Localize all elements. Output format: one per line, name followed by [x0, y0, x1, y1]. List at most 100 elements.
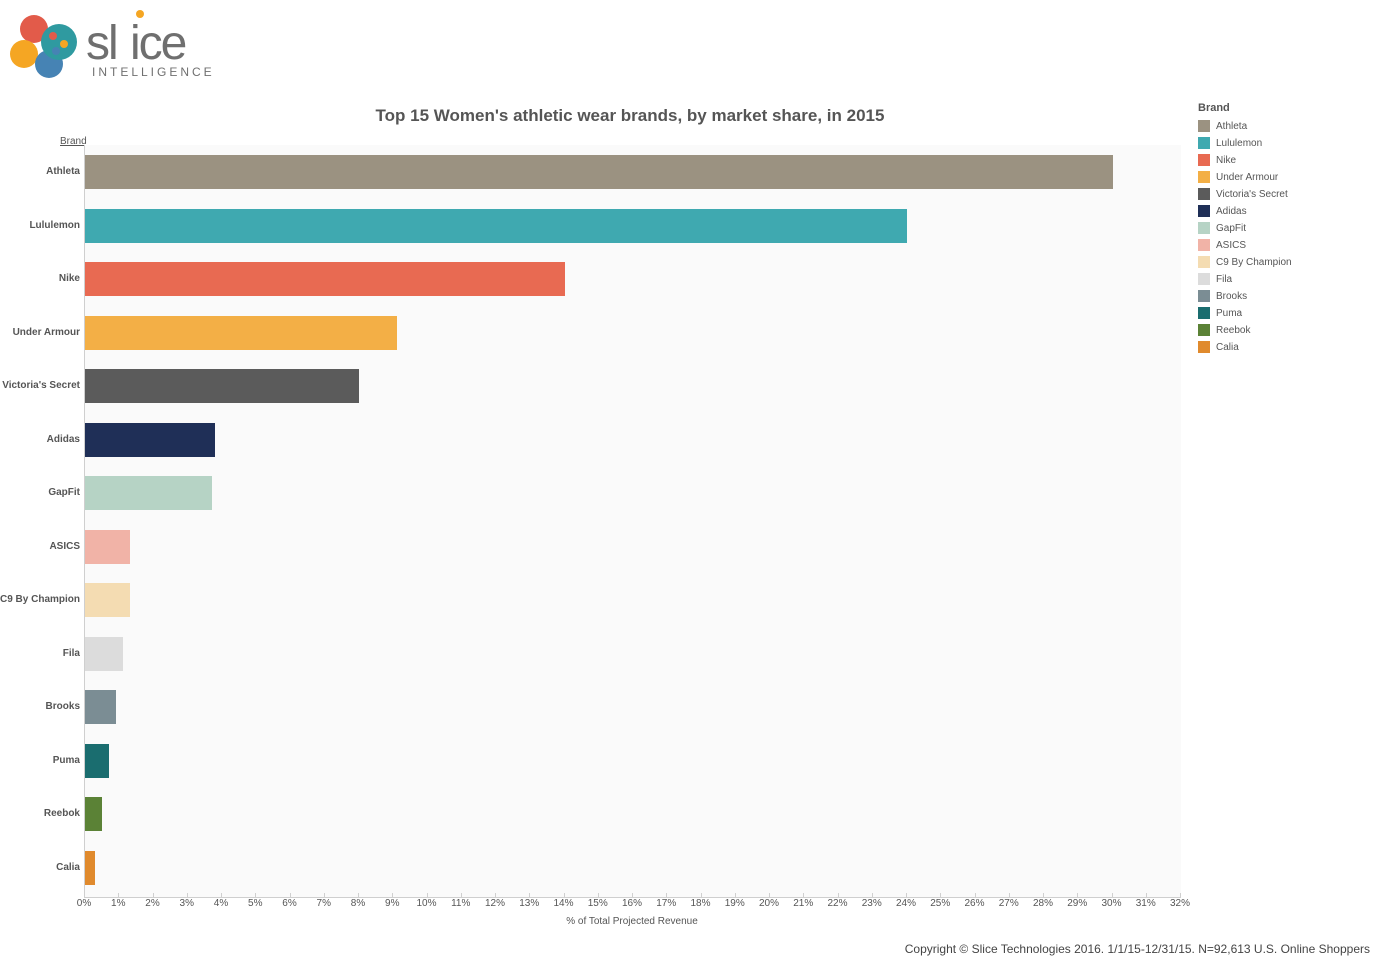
y-tick-label: Athleta	[0, 166, 84, 178]
x-tick-mark	[187, 893, 188, 898]
legend-item: GapFit	[1198, 220, 1368, 236]
x-tick-mark	[803, 893, 804, 898]
x-tick-label: 31%	[1136, 898, 1156, 909]
legend-item: Fila	[1198, 271, 1368, 287]
legend-swatch	[1198, 256, 1210, 268]
x-tick-mark	[392, 893, 393, 898]
x-tick-label: 26%	[964, 898, 984, 909]
svg-text:ice: ice	[130, 17, 186, 70]
x-tick-label: 1%	[111, 898, 125, 909]
x-tick-mark	[735, 893, 736, 898]
x-tick-label: 12%	[485, 898, 505, 909]
legend-item: Nike	[1198, 152, 1368, 168]
legend-label: ASICS	[1216, 240, 1246, 251]
x-tick-label: 5%	[248, 898, 262, 909]
legend-item: Calia	[1198, 339, 1368, 355]
legend-swatch	[1198, 324, 1210, 336]
bar	[85, 690, 116, 724]
legend-item: Brooks	[1198, 288, 1368, 304]
y-tick-label: Lululemon	[0, 220, 84, 232]
legend-label: C9 By Champion	[1216, 257, 1292, 268]
x-tick-mark	[427, 893, 428, 898]
legend-label: Lululemon	[1216, 138, 1262, 149]
legend-label: Reebok	[1216, 325, 1250, 336]
x-tick-label: 9%	[385, 898, 399, 909]
legend-swatch	[1198, 137, 1210, 149]
legend-label: Victoria's Secret	[1216, 189, 1288, 200]
x-tick-label: 19%	[725, 898, 745, 909]
x-tick-mark	[461, 893, 462, 898]
x-tick-mark	[906, 893, 907, 898]
legend-swatch	[1198, 222, 1210, 234]
x-axis-title: % of Total Projected Revenue	[84, 916, 1180, 927]
legend-swatch	[1198, 205, 1210, 217]
x-tick-label: 28%	[1033, 898, 1053, 909]
bar-row	[85, 744, 109, 778]
bar-row	[85, 155, 1113, 189]
legend-title: Brand	[1198, 102, 1368, 114]
x-tick-mark	[1043, 893, 1044, 898]
x-tick-mark	[153, 893, 154, 898]
legend-item: Reebok	[1198, 322, 1368, 338]
legend-item: Puma	[1198, 305, 1368, 321]
bar	[85, 530, 130, 564]
y-tick-label: Adidas	[0, 434, 84, 446]
legend-item: Adidas	[1198, 203, 1368, 219]
x-tick-mark	[84, 893, 85, 898]
y-tick-label: Under Armour	[0, 327, 84, 339]
x-tick-mark	[701, 893, 702, 898]
bar-row	[85, 316, 397, 350]
y-tick-label: Nike	[0, 273, 84, 285]
x-tick-mark	[872, 893, 873, 898]
legend-item: C9 By Champion	[1198, 254, 1368, 270]
bar-row	[85, 797, 102, 831]
y-tick-label: Calia	[0, 862, 84, 874]
x-tick-label: 24%	[896, 898, 916, 909]
x-tick-mark	[564, 893, 565, 898]
x-tick-label: 32%	[1170, 898, 1190, 909]
legend-swatch	[1198, 290, 1210, 302]
x-tick-mark	[118, 893, 119, 898]
legend-swatch	[1198, 341, 1210, 353]
bar	[85, 316, 397, 350]
x-tick-label: 21%	[793, 898, 813, 909]
x-tick-label: 8%	[351, 898, 365, 909]
x-tick-label: 11%	[451, 898, 470, 909]
x-tick-mark	[1077, 893, 1078, 898]
legend-item: Under Armour	[1198, 169, 1368, 185]
legend-swatch	[1198, 120, 1210, 132]
bar-row	[85, 851, 95, 885]
x-tick-label: 2%	[145, 898, 159, 909]
bar	[85, 797, 102, 831]
y-tick-label: C9 By Champion	[0, 594, 84, 606]
bar-row	[85, 476, 212, 510]
y-tick-label: GapFit	[0, 487, 84, 499]
bar	[85, 476, 212, 510]
x-tick-mark	[940, 893, 941, 898]
bar-row	[85, 530, 130, 564]
bar-row	[85, 637, 123, 671]
svg-text:INTELLIGENCE: INTELLIGENCE	[92, 65, 215, 79]
legend-item: Victoria's Secret	[1198, 186, 1368, 202]
x-tick-mark	[632, 893, 633, 898]
y-tick-label: Reebok	[0, 808, 84, 820]
bar	[85, 637, 123, 671]
bar-row	[85, 423, 215, 457]
bar	[85, 851, 95, 885]
x-tick-label: 16%	[622, 898, 642, 909]
bar-row	[85, 209, 907, 243]
x-tick-label: 22%	[827, 898, 847, 909]
x-tick-mark	[1009, 893, 1010, 898]
bar-row	[85, 369, 359, 403]
x-tick-mark	[1180, 893, 1181, 898]
x-tick-mark	[290, 893, 291, 898]
y-tick-label: Puma	[0, 755, 84, 767]
bar	[85, 209, 907, 243]
x-tick-label: 27%	[999, 898, 1019, 909]
legend-label: Adidas	[1216, 206, 1247, 217]
legend-swatch	[1198, 154, 1210, 166]
x-tick-mark	[1112, 893, 1113, 898]
x-tick-mark	[529, 893, 530, 898]
legend-swatch	[1198, 273, 1210, 285]
footer-text: Copyright © Slice Technologies 2016. 1/1…	[0, 942, 1378, 956]
